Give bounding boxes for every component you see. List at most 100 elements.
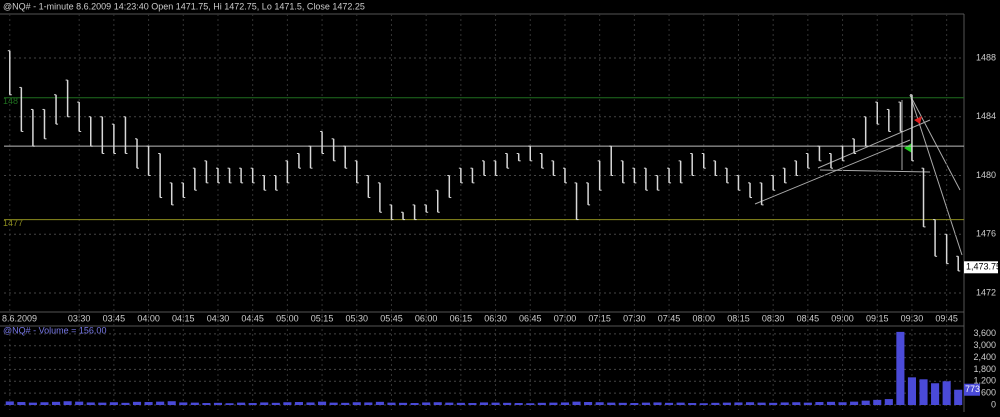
sell-arrow: [914, 116, 922, 124]
x-tick-label: 07:00: [554, 313, 577, 323]
x-tick-label: 05:30: [346, 313, 369, 323]
x-tick-label: 8.6.2009: [2, 313, 37, 323]
x-tick-label: 07:15: [588, 313, 611, 323]
volume-bar: [803, 402, 812, 405]
volume-bar: [75, 401, 84, 405]
volume-bar: [699, 403, 708, 405]
volume-bar: [433, 402, 442, 405]
x-tick-label: 09:45: [935, 313, 958, 323]
volume-bar: [931, 383, 940, 405]
volume-bar: [375, 401, 384, 405]
volume-title: @NQ# - Volume = 156.00: [3, 325, 106, 335]
volume-bar: [537, 402, 546, 405]
volume-bar: [769, 402, 778, 405]
volume-bar: [132, 401, 142, 405]
volume-bar: [884, 399, 893, 405]
x-tick-label: 08:15: [727, 313, 750, 323]
volume-bar: [364, 402, 373, 405]
volume-bar: [665, 402, 674, 405]
volume-bar: [387, 402, 396, 405]
x-tick-label: 06:00: [415, 313, 438, 323]
volume-bar: [52, 401, 61, 405]
volume-bar: [225, 403, 234, 405]
y-tick-label: 1484: [976, 111, 996, 121]
x-tick-label: 07:45: [658, 313, 681, 323]
y-tick-label: 1,200: [973, 376, 996, 386]
volume-bar: [861, 400, 870, 405]
volume-bar: [503, 402, 512, 405]
volume-bar: [618, 402, 627, 405]
volume-bar: [919, 379, 928, 405]
x-tick-label: 04:00: [137, 313, 160, 323]
volume-bar: [445, 402, 454, 405]
volume-bar: [306, 402, 315, 405]
volume-bar: [260, 402, 269, 405]
reference-label: 1477: [3, 218, 23, 228]
volume-bar: [422, 402, 431, 405]
volume-bar: [792, 402, 801, 405]
volume-bar: [98, 402, 107, 405]
y-tick-label: 1,800: [973, 364, 996, 374]
x-tick-label: 04:30: [207, 313, 230, 323]
volume-bar: [514, 403, 523, 405]
volume-bar: [352, 402, 361, 405]
x-tick-label: 09:30: [901, 313, 924, 323]
volume-bar: [248, 403, 257, 405]
y-tick-label: 1472: [976, 287, 996, 297]
volume-bar: [398, 402, 408, 405]
last-price-box: [964, 261, 998, 274]
volume-bar: [757, 402, 766, 405]
volume-bar: [780, 402, 789, 405]
y-tick-label: 1488: [976, 52, 996, 62]
volume-bar: [653, 402, 662, 405]
volume-bar: [722, 402, 731, 405]
x-tick-label: 05:15: [311, 313, 334, 323]
x-tick-label: 09:15: [866, 313, 889, 323]
volume-bar: [17, 402, 26, 405]
volume-bar: [572, 401, 581, 405]
x-tick-label: 03:30: [68, 313, 91, 323]
last-price-label: 1,473.75: [966, 262, 1000, 272]
volume-bar: [5, 401, 14, 405]
volume-bar: [341, 402, 350, 405]
x-tick-label: 08:00: [692, 313, 715, 323]
volume-bar: [549, 402, 558, 405]
y-tick-label: 1476: [976, 229, 996, 239]
volume-bar: [86, 402, 95, 405]
y-tick-label: 2,400: [973, 352, 996, 362]
volume-bar: [907, 377, 916, 405]
buy-arrow: [904, 143, 912, 153]
volume-bar: [734, 402, 743, 405]
volume-bar: [676, 402, 685, 405]
volume-bar: [479, 402, 489, 405]
volume-bar: [456, 402, 465, 405]
trend-line: [909, 94, 961, 191]
y-tick-label: 1480: [976, 170, 996, 180]
volume-bar: [156, 401, 165, 405]
volume-bar: [318, 401, 327, 405]
reference-label: 148: [3, 96, 18, 106]
volume-bar: [815, 402, 824, 405]
volume-bar: [144, 402, 153, 405]
volume-bar: [109, 402, 118, 405]
volume-bar: [190, 402, 199, 405]
volume-bar: [826, 401, 836, 405]
volume-bar: [213, 402, 223, 405]
x-tick-label: 06:45: [519, 313, 542, 323]
volume-bar: [179, 402, 188, 405]
volume-bar: [584, 402, 593, 405]
volume-bar: [283, 402, 292, 405]
volume-bar: [121, 402, 130, 405]
x-tick-label: 07:30: [623, 313, 646, 323]
last-volume-box: [964, 383, 980, 396]
x-tick-label: 03:45: [103, 313, 126, 323]
volume-bar: [40, 402, 49, 405]
volume-bar: [607, 402, 616, 405]
volume-bar: [410, 403, 419, 405]
x-tick-label: 08:30: [762, 313, 785, 323]
volume-bar: [896, 331, 905, 405]
volume-bar: [595, 402, 604, 405]
volume-bar: [942, 381, 951, 405]
volume-bar: [526, 403, 535, 405]
